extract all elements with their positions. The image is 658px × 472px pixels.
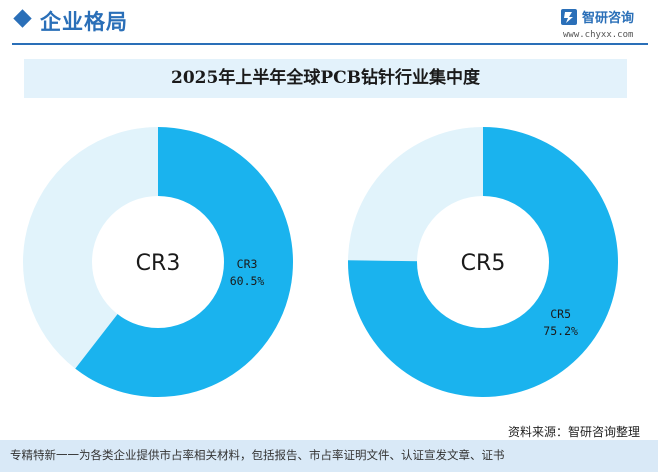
header: 企业格局 智研咨询 www.chyxx.com — [0, 0, 658, 45]
chart-title-band: 2025年上半年全球PCB钻针行业集中度 — [24, 59, 627, 98]
brand-url: www.chyxx.com — [563, 30, 634, 40]
cr5-value-label: 75.2% — [543, 324, 578, 338]
cr3-donut-hole — [92, 196, 224, 328]
cr5-center-label: CR5 — [461, 251, 506, 276]
section-title: 企业格局 — [40, 10, 128, 34]
footer-text: 专精特新一一为各类企业提供市占率相关材料，包括报告、市占率证明文件、认证宣发文章… — [10, 448, 505, 462]
brand-name: 智研咨询 — [582, 11, 635, 26]
source-note: 资料来源：智研咨询整理 — [507, 425, 640, 439]
footer-bar: 专精特新一一为各类企业提供市占率相关材料，包括报告、市占率证明文件、认证宣发文章… — [0, 440, 658, 472]
cr3-value-label: 60.5% — [230, 274, 265, 288]
header-divider — [12, 43, 648, 45]
chart-title: 2025年上半年全球PCB钻针行业集中度 — [171, 68, 480, 88]
cr5-series-name-label: CR5 — [550, 307, 571, 321]
cr3-series-name-label: CR3 — [237, 257, 258, 271]
cr3-remainder-slice — [22, 126, 158, 369]
cr3-center-label: CR3 — [136, 251, 181, 276]
brand-logo-icon — [561, 9, 577, 25]
cr5-donut-hole — [417, 196, 549, 328]
